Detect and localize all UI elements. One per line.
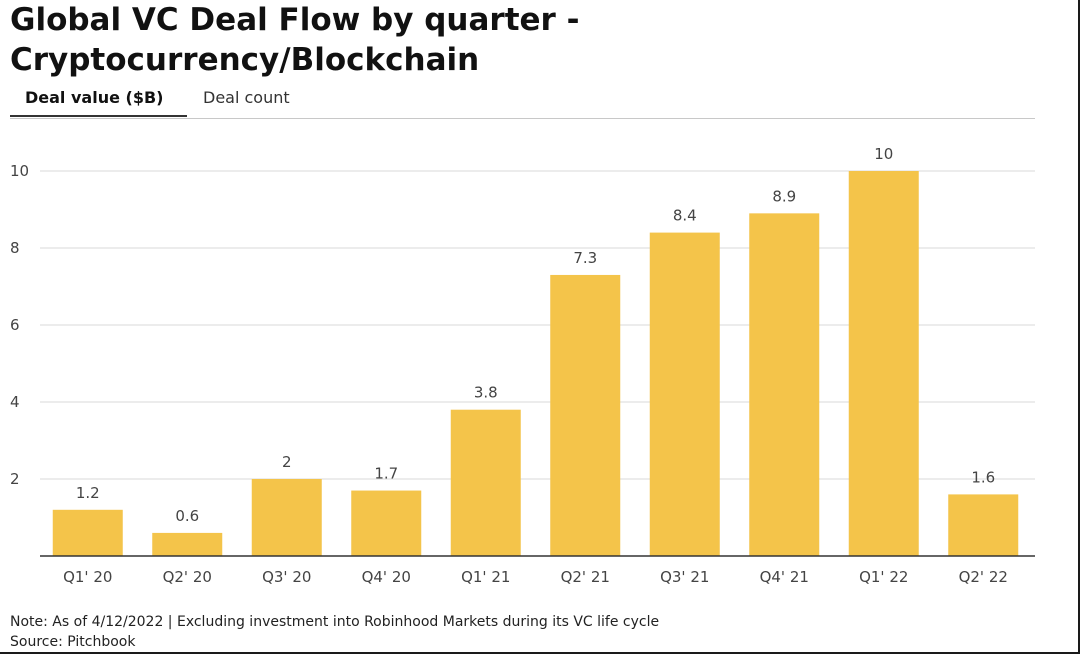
data-label: 7.3 <box>573 249 597 267</box>
x-tick-label: Q3' 20 <box>262 568 311 586</box>
x-tick-label: Q1' 22 <box>859 568 908 586</box>
bar <box>351 490 422 556</box>
y-tick-label: 2 <box>10 470 20 488</box>
x-tick-label: Q1' 21 <box>461 568 510 586</box>
bar <box>649 232 720 556</box>
y-tick-label: 8 <box>10 239 20 257</box>
data-label: 8.9 <box>772 187 796 205</box>
tab-deal-value[interactable]: Deal value ($B) <box>10 88 187 117</box>
data-label: 1.7 <box>374 465 398 483</box>
data-label: 8.4 <box>673 207 697 225</box>
data-label: 1.2 <box>76 484 100 502</box>
bar-chart: 2 4 6 8 10 1.2 Q1' 20 0.6 Q2' 20 2 Q3' 20 1.7 Q4' 20… <box>10 145 1035 586</box>
bar <box>749 213 820 556</box>
bar <box>848 171 919 556</box>
page-title: Global VC Deal Flow by quarter - Cryptoc… <box>10 2 580 78</box>
bar <box>450 409 521 556</box>
data-label: 2 <box>282 453 292 471</box>
data-label: 0.6 <box>175 507 199 525</box>
y-tick-label: 4 <box>10 393 20 411</box>
source-note: Source: Pitchbook <box>10 634 136 650</box>
footnote: Note: As of 4/12/2022 | Excluding invest… <box>10 614 660 630</box>
data-label: 1.6 <box>971 468 995 486</box>
bar <box>550 274 621 556</box>
x-tick-label: Q4' 20 <box>362 568 411 586</box>
data-label: 10 <box>874 145 893 163</box>
x-tick-label: Q4' 21 <box>760 568 809 586</box>
data-label: 3.8 <box>474 384 498 402</box>
tab-deal-count[interactable]: Deal count <box>203 88 290 107</box>
x-tick-label: Q2' 20 <box>163 568 212 586</box>
bar <box>948 494 1019 556</box>
bar <box>52 509 123 556</box>
x-tick-label: Q2' 22 <box>959 568 1008 586</box>
bar <box>251 479 322 556</box>
x-tick-label: Q3' 21 <box>660 568 709 586</box>
y-tick-label: 6 <box>10 316 20 334</box>
x-tick-label: Q1' 20 <box>63 568 112 586</box>
tab-bar: Deal value ($B) Deal count <box>10 80 1035 119</box>
bar <box>152 532 223 556</box>
x-tick-label: Q2' 21 <box>561 568 610 586</box>
y-tick-label: 10 <box>10 162 29 180</box>
